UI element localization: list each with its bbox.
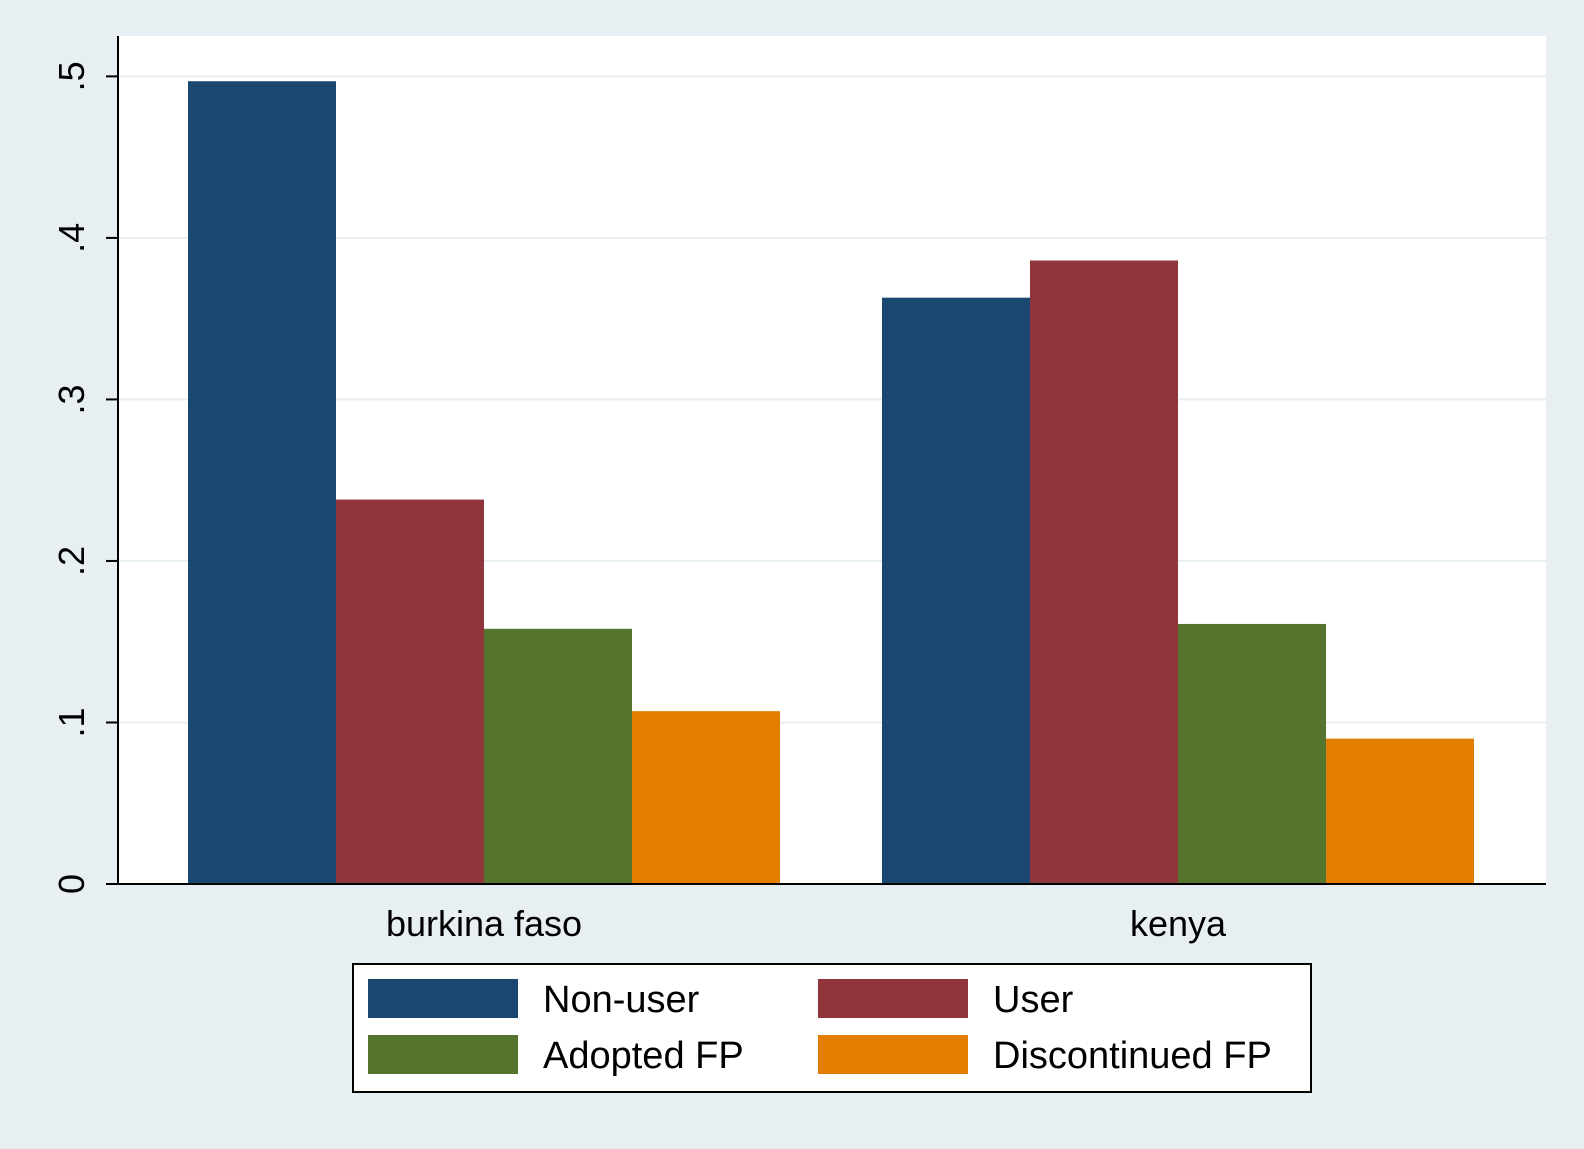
legend-swatch: [368, 979, 518, 1018]
bar-non-user-kenya: [882, 297, 1030, 884]
legend-swatch: [368, 1035, 518, 1074]
legend-label: Non-user: [543, 979, 700, 1021]
bar-adopted-fp-kenya: [1178, 623, 1326, 884]
y-tick-label: .2: [51, 546, 92, 576]
bar-discontinued-fp-burkina-faso: [632, 711, 780, 884]
y-tick-label: .1: [51, 707, 92, 737]
y-tick-label: .3: [51, 384, 92, 414]
legend: Non-user User Adopted FP Discontinued FP: [352, 963, 1312, 1093]
bar-adopted-fp-burkina-faso: [484, 628, 632, 884]
legend-swatch: [818, 979, 968, 1018]
y-tick-label: .5: [51, 61, 92, 91]
legend-label: User: [993, 979, 1074, 1021]
legend-label: Adopted FP: [543, 1035, 744, 1077]
legend-swatch: [818, 1035, 968, 1074]
bar-user-kenya: [1030, 260, 1178, 885]
x-category-label: kenya: [1130, 903, 1227, 944]
bars: [188, 81, 1474, 885]
bar-user-burkina-faso: [336, 499, 484, 884]
y-tick-label: .4: [51, 223, 92, 253]
y-tick-label: 0: [51, 874, 92, 894]
bar-discontinued-fp-kenya: [1326, 738, 1474, 884]
axes: 0 .1 .2 .3 .4 .5 burkina faso kenya: [51, 36, 1546, 944]
bar-non-user-burkina-faso: [188, 81, 336, 884]
legend-label: Discontinued FP: [993, 1035, 1272, 1077]
x-category-label: burkina faso: [386, 903, 582, 944]
